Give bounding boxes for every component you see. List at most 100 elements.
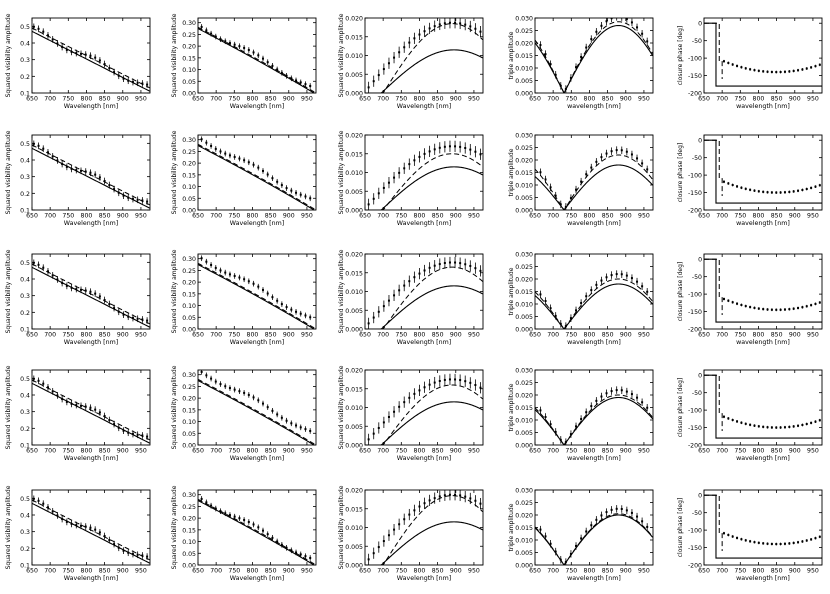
- data-point: [636, 515, 639, 518]
- data-point: [290, 308, 293, 311]
- data-point: [261, 288, 264, 291]
- data-point: [266, 292, 269, 295]
- data-point: [280, 71, 283, 74]
- data-point: [727, 417, 730, 420]
- series-group: [704, 494, 822, 559]
- data-point: [459, 262, 462, 265]
- data-point: [75, 524, 78, 527]
- x-axis-label: Wavelength [nm]: [230, 455, 284, 462]
- model-solid-line: [365, 521, 483, 565]
- data-point: [309, 84, 312, 87]
- data-point: [233, 515, 236, 518]
- data-point: [103, 414, 106, 417]
- x-tick-label: 800: [247, 213, 259, 220]
- data-point: [443, 378, 446, 381]
- data-point: [89, 526, 92, 529]
- x-tick-label: 850: [432, 96, 444, 103]
- data-point: [722, 180, 725, 183]
- y-tick-label: -100: [688, 173, 702, 180]
- x-tick-label: 700: [44, 332, 56, 339]
- x-axis-label: Wavelength [nm]: [230, 575, 284, 582]
- data-point: [377, 74, 380, 77]
- x-tick-label: 900: [117, 332, 129, 339]
- x-tick-label: 750: [62, 448, 74, 455]
- data-point: [569, 433, 572, 436]
- y-tick-label: 0.3: [20, 293, 30, 300]
- data-point: [423, 30, 426, 33]
- x-tick-label: 750: [62, 332, 74, 339]
- data-point: [775, 426, 778, 429]
- data-point: [205, 501, 208, 504]
- data-point: [403, 518, 406, 521]
- data-point: [448, 378, 451, 381]
- data-point: [219, 38, 222, 41]
- x-tick-label: 650: [26, 332, 38, 339]
- data-point: [117, 74, 120, 77]
- data-point: [75, 288, 78, 291]
- y-tick-label: 0.000: [345, 91, 363, 98]
- data-point: [46, 270, 49, 273]
- x-tick-label: 650: [192, 332, 204, 339]
- y-tick-label: 0.000: [515, 563, 533, 570]
- panel-r5-c3: 0.000 0.005 0.010 0.015 0.020 650 700 750 800 850…: [338, 485, 484, 582]
- data-point: [299, 553, 302, 556]
- data-point: [630, 277, 633, 280]
- data-point: [646, 40, 649, 43]
- data-point: [65, 520, 68, 523]
- data-point: [113, 71, 116, 74]
- x-tick-label: 850: [771, 213, 783, 220]
- data-point: [214, 507, 217, 510]
- data-point: [454, 493, 457, 496]
- x-tick-label: 850: [432, 213, 444, 220]
- x-axis-label: Wavelength [nm]: [397, 455, 451, 462]
- data-point: [61, 46, 64, 49]
- data-point: [372, 80, 375, 83]
- data-point: [285, 419, 288, 422]
- data-point: [792, 425, 795, 428]
- data-point: [443, 262, 446, 265]
- data-point: [539, 409, 542, 412]
- series-group: [198, 370, 316, 445]
- x-tick-label: 700: [547, 96, 559, 103]
- x-tick-label: 850: [265, 213, 277, 220]
- x-tick-label: 700: [547, 448, 559, 455]
- model-solid-line: [535, 24, 653, 93]
- data-point: [433, 148, 436, 151]
- data-point: [575, 188, 578, 191]
- data-point: [575, 425, 578, 428]
- x-axis-label: wavelength [nm]: [736, 220, 790, 227]
- data-point: [141, 82, 144, 85]
- y-axis-label: Squared visibility amplitude: [5, 13, 12, 97]
- y-tick-label: 0.015: [345, 506, 363, 513]
- y-tick-label: 0.015: [515, 53, 533, 60]
- data-point: [646, 168, 649, 171]
- y-tick-label: 0.005: [345, 189, 363, 196]
- data-point: [585, 173, 588, 176]
- data-point: [544, 416, 547, 419]
- data-point: [423, 152, 426, 155]
- y-tick-label: 0.00: [182, 91, 196, 98]
- x-tick-label: 800: [81, 213, 93, 220]
- data-point: [569, 76, 572, 79]
- panel-r2-c4: 0.000 0.005 0.010 0.015 0.020 0.025 0.030 650 70…: [508, 133, 654, 227]
- x-tick-label: 900: [450, 448, 462, 455]
- x-tick-label: 650: [529, 213, 541, 220]
- x-tick-label: 650: [529, 332, 541, 339]
- plot-frame: [703, 489, 823, 566]
- data-point: [459, 22, 462, 25]
- x-tick-label: 850: [99, 332, 111, 339]
- data-point: [94, 173, 97, 176]
- y-axis-label: Squared visibility amplitude: [338, 130, 345, 214]
- data-point: [136, 317, 139, 320]
- data-point: [257, 285, 260, 288]
- data-point: [37, 499, 40, 502]
- x-tick-label: 750: [395, 332, 407, 339]
- data-point: [75, 52, 78, 55]
- data-point: [749, 540, 752, 543]
- data-point: [271, 409, 274, 412]
- data-point: [610, 390, 613, 393]
- data-point: [544, 178, 547, 181]
- data-point: [753, 424, 756, 427]
- data-point: [309, 556, 312, 559]
